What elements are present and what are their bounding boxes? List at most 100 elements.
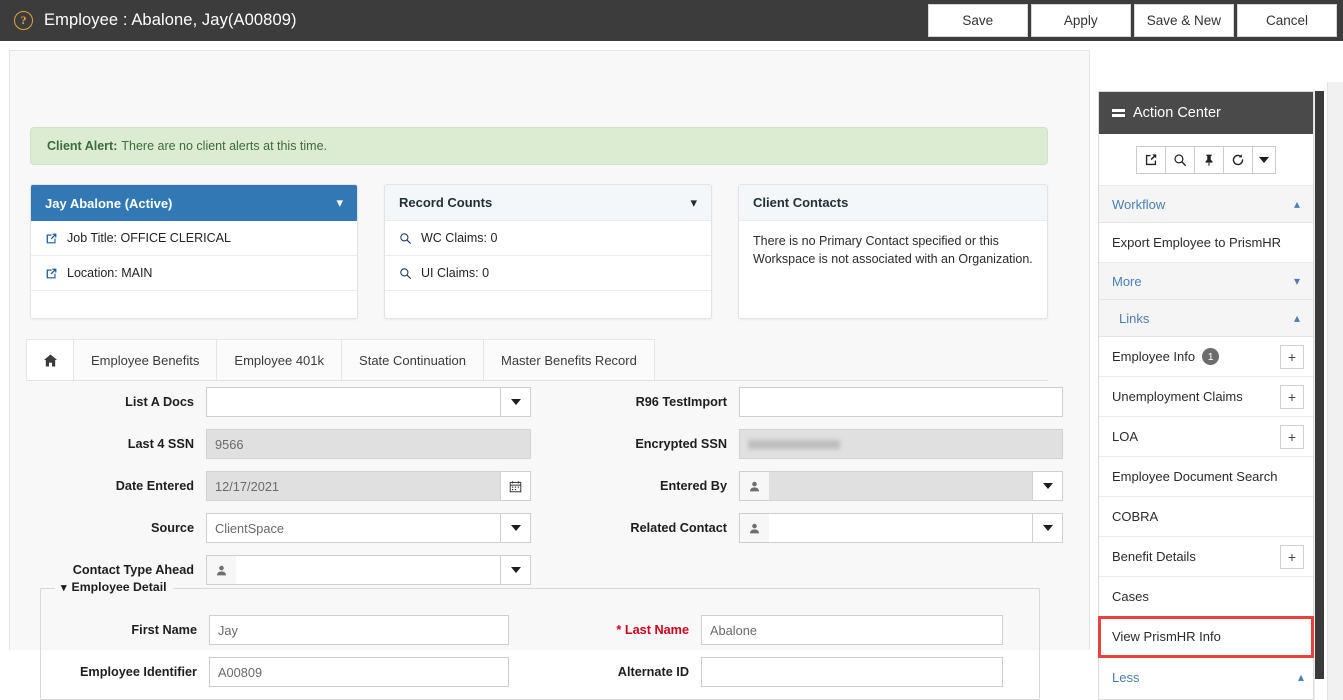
external-link-icon[interactable] — [45, 267, 58, 280]
action-center-toolbar — [1099, 134, 1313, 186]
apply-button[interactable]: Apply — [1030, 4, 1131, 37]
form-row: Last 4 SSN Encrypted SSN — [26, 423, 1063, 465]
tab-employee-benefits[interactable]: Employee Benefits — [73, 339, 218, 380]
source-dropdown-button[interactable] — [501, 513, 531, 543]
save-button[interactable]: Save — [927, 4, 1028, 37]
chevron-down-icon[interactable]: ▾ — [61, 581, 67, 594]
cancel-button[interactable]: Cancel — [1237, 4, 1337, 37]
date-entered-control — [206, 471, 531, 501]
open-in-new-window-icon[interactable] — [1136, 145, 1166, 174]
contact-type-ahead-input[interactable] — [236, 555, 501, 585]
item-benefit-details[interactable]: Benefit Details + — [1099, 537, 1313, 577]
search-icon[interactable] — [399, 267, 412, 280]
client-contacts-note: There is no Primary Contact specified or… — [753, 234, 1033, 267]
entered-by-input — [769, 471, 1033, 501]
chevron-down-icon[interactable] — [1252, 145, 1276, 174]
employee-identifier-input[interactable] — [209, 657, 509, 687]
chevron-up-icon[interactable]: ▴ — [1293, 197, 1300, 211]
ui-claims-row[interactable]: UI Claims: 0 — [385, 256, 711, 291]
menu-icon[interactable] — [1112, 109, 1125, 117]
encrypted-ssn-value — [739, 429, 1063, 459]
last-name-label: * Last Name — [549, 623, 701, 637]
search-icon[interactable] — [1165, 145, 1195, 174]
add-employee-info-button[interactable]: + — [1280, 344, 1304, 369]
item-cases[interactable]: Cases — [1099, 577, 1313, 617]
action-center-scrollbar-thumb[interactable] — [1315, 91, 1324, 679]
refresh-icon[interactable] — [1223, 145, 1253, 174]
item-employee-info[interactable]: Employee Info 1 + — [1099, 337, 1313, 377]
section-more[interactable]: More ▾ — [1099, 263, 1313, 300]
chevron-up-icon[interactable]: ▴ — [1297, 670, 1304, 684]
section-less[interactable]: Less ▴ — [1099, 657, 1313, 697]
chevron-down-icon[interactable]: ▾ — [1293, 274, 1300, 288]
page-scrollbar[interactable] — [1327, 82, 1343, 700]
r96-testimport-input[interactable] — [739, 387, 1063, 417]
client-alert-label: Client Alert: — [47, 139, 118, 153]
tab-employee-401k[interactable]: Employee 401k — [216, 339, 343, 380]
related-contact-dropdown-button[interactable] — [1033, 513, 1063, 543]
chevron-up-icon[interactable]: ▴ — [1293, 311, 1300, 325]
entered-by-person-button[interactable] — [739, 471, 769, 501]
encrypted-ssn-label: Encrypted SSN — [635, 437, 727, 451]
contact-type-ahead-dropdown-button[interactable] — [501, 555, 531, 585]
employee-card-header[interactable]: Jay Abalone (Active) ▾ — [31, 185, 357, 221]
form-row: Date Entered Entered By — [26, 465, 1063, 507]
chevron-down-icon[interactable]: ▾ — [690, 194, 697, 210]
save-and-new-button[interactable]: Save & New — [1133, 4, 1234, 37]
search-icon[interactable] — [399, 232, 412, 245]
contact-type-ahead-person-button[interactable] — [206, 555, 236, 585]
location-row[interactable]: Location: MAIN — [31, 256, 357, 291]
form-row: First Name * Last Name — [41, 609, 1039, 651]
alternate-id-input[interactable] — [701, 657, 1003, 687]
item-employee-document-search[interactable]: Employee Document Search — [1099, 457, 1313, 497]
form-row: List A Docs R96 TestImport — [26, 381, 1063, 423]
external-link-icon[interactable] — [45, 232, 58, 245]
calendar-button[interactable] — [501, 471, 531, 501]
tab-master-benefits-record[interactable]: Master Benefits Record — [483, 339, 655, 380]
item-cobra-label: COBRA — [1112, 509, 1159, 524]
contact-type-ahead-label: Contact Type Ahead — [72, 563, 194, 577]
list-a-docs-input[interactable] — [206, 387, 501, 417]
add-unemployment-claims-button[interactable]: + — [1280, 384, 1304, 409]
form-row: Source Related Contact — [26, 507, 1063, 549]
source-input[interactable] — [206, 513, 501, 543]
item-loa[interactable]: LOA + — [1099, 417, 1313, 457]
last4ssn-label: Last 4 SSN — [127, 437, 194, 451]
item-export-employee-to-prismhr[interactable]: Export Employee to PrismHR — [1099, 223, 1313, 263]
section-links[interactable]: Links ▴ — [1099, 300, 1313, 337]
chevron-down-icon[interactable]: ▾ — [336, 195, 343, 210]
action-center-panel: Action Center Workflow ▴ Export Em — [1098, 91, 1314, 700]
tab-state-continuation[interactable]: State Continuation — [341, 339, 484, 380]
entered-by-dropdown-button[interactable] — [1033, 471, 1063, 501]
add-benefit-details-button[interactable]: + — [1280, 544, 1304, 569]
person-icon — [748, 480, 761, 493]
first-name-input[interactable] — [209, 615, 509, 645]
item-unemployment-claims[interactable]: Unemployment Claims + — [1099, 377, 1313, 417]
related-contact-person-button[interactable] — [739, 513, 769, 543]
chevron-down-icon — [1042, 483, 1053, 489]
last-name-input[interactable] — [701, 615, 1003, 645]
item-employee-document-search-label: Employee Document Search — [1112, 469, 1278, 484]
chevron-down-icon — [510, 525, 521, 531]
pin-icon[interactable] — [1194, 145, 1224, 174]
entered-by-label: Entered By — [660, 479, 727, 493]
list-a-docs-dropdown-button[interactable] — [501, 387, 531, 417]
employee-summary-card: Jay Abalone (Active) ▾ Job Title: OFFICE… — [30, 184, 358, 319]
tab-strip: Employee Benefits Employee 401k State Co… — [26, 339, 1048, 381]
job-title-row[interactable]: Job Title: OFFICE CLERICAL — [31, 221, 357, 256]
item-view-prismhr-info[interactable]: View PrismHR Info — [1098, 616, 1314, 658]
employee-detail-legend[interactable]: ▾ Employee Detail — [55, 580, 173, 594]
client-contacts-card: Client Contacts There is no Primary Cont… — [738, 184, 1048, 319]
wc-claims-text: WC Claims: 0 — [421, 231, 498, 245]
date-entered-label: Date Entered — [115, 479, 194, 493]
wc-claims-row[interactable]: WC Claims: 0 — [385, 221, 711, 256]
add-loa-button[interactable]: + — [1280, 424, 1304, 449]
record-counts-card-header[interactable]: Record Counts ▾ — [385, 185, 711, 221]
section-workflow[interactable]: Workflow ▴ — [1099, 186, 1313, 223]
main-form: List A Docs R96 TestImport Last 4 SSN — [26, 381, 1063, 591]
help-circle-icon[interactable]: ? — [14, 11, 33, 30]
item-cobra[interactable]: COBRA — [1099, 497, 1313, 537]
tab-home[interactable] — [26, 339, 74, 380]
client-alert-banner: Client Alert: There are no client alerts… — [30, 127, 1048, 165]
related-contact-input[interactable] — [769, 513, 1033, 543]
